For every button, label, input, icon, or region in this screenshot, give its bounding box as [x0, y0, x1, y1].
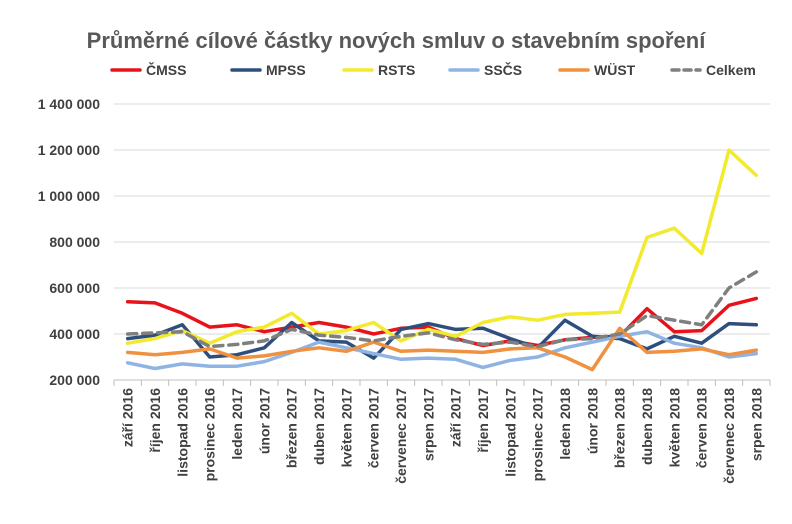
series-line-WÜST: [125, 326, 759, 372]
x-tick-label: listopad 2016: [174, 388, 190, 477]
x-tick-label: říjen 2017: [475, 388, 491, 453]
x-tick-label: březen 2018: [612, 388, 628, 468]
x-tick-label: červen 2017: [366, 388, 382, 468]
y-tick-label: 1 400 000: [38, 96, 100, 112]
chart-title: Průměrné cílové částky nových smluv o st…: [87, 28, 707, 53]
legend-label: MPSS: [266, 62, 306, 78]
series-line-Celkem: [125, 270, 759, 349]
x-tick-label: říjen 2016: [147, 388, 163, 453]
series-lines: [125, 148, 759, 372]
x-tick-label: leden 2018: [557, 388, 573, 460]
legend: ČMSS MPSS RSTS SSČS WÜST Celkem: [110, 61, 756, 78]
x-tick-label: září 2016: [120, 388, 136, 447]
x-tick-label: leden 2017: [229, 388, 245, 460]
y-tick-label: 600 000: [49, 280, 100, 296]
x-tick-label: prosinec 2017: [530, 388, 546, 482]
x-tick-label: srpen 2018: [748, 388, 764, 461]
x-tick-label: září 2017: [448, 388, 464, 447]
series-line-SSČS: [125, 329, 759, 371]
x-tick-label: červenec 2017: [393, 388, 409, 484]
series-line-RSTS: [125, 148, 759, 345]
legend-label: Celkem: [706, 62, 756, 78]
y-tick-label: 800 000: [49, 234, 100, 250]
x-axis-ticks: září 2016 říjen 2016 listopad 2016 prosinec…: [113, 380, 771, 484]
x-tick-label: květen 2018: [666, 388, 682, 468]
y-axis-ticks: 200 000 400 000 600 000 800 000 1 000 000 1 2…: [38, 96, 101, 388]
x-tick-label: duben 2017: [311, 388, 327, 465]
y-tick-label: 200 000: [49, 372, 100, 388]
x-tick-label: listopad 2017: [502, 388, 518, 477]
legend-item: WÜST: [558, 62, 636, 78]
x-tick-label: červenec 2018: [721, 388, 737, 484]
x-tick-label: prosinec 2016: [202, 388, 218, 482]
x-tick-label: květen 2017: [338, 388, 354, 468]
y-tick-label: 400 000: [49, 326, 100, 342]
legend-label: WÜST: [594, 62, 636, 78]
x-tick-label: duben 2018: [639, 388, 655, 465]
x-tick-label: srpen 2017: [420, 388, 436, 461]
legend-item: MPSS: [230, 62, 306, 78]
legend-item: RSTS: [342, 62, 415, 78]
x-tick-label: březen 2017: [284, 388, 300, 468]
legend-label: RSTS: [378, 62, 415, 78]
legend-item: ČMSS: [110, 61, 186, 78]
x-tick-label: únor 2017: [256, 388, 272, 454]
x-tick-label: únor 2018: [584, 388, 600, 454]
y-tick-label: 1 200 000: [38, 142, 100, 158]
legend-label: ČMSS: [146, 61, 186, 78]
legend-item: SSČS: [448, 61, 522, 78]
y-tick-label: 1 000 000: [38, 188, 100, 204]
legend-label: SSČS: [484, 61, 522, 78]
x-tick-label: červen 2018: [694, 388, 710, 468]
legend-item: Celkem: [670, 62, 756, 78]
